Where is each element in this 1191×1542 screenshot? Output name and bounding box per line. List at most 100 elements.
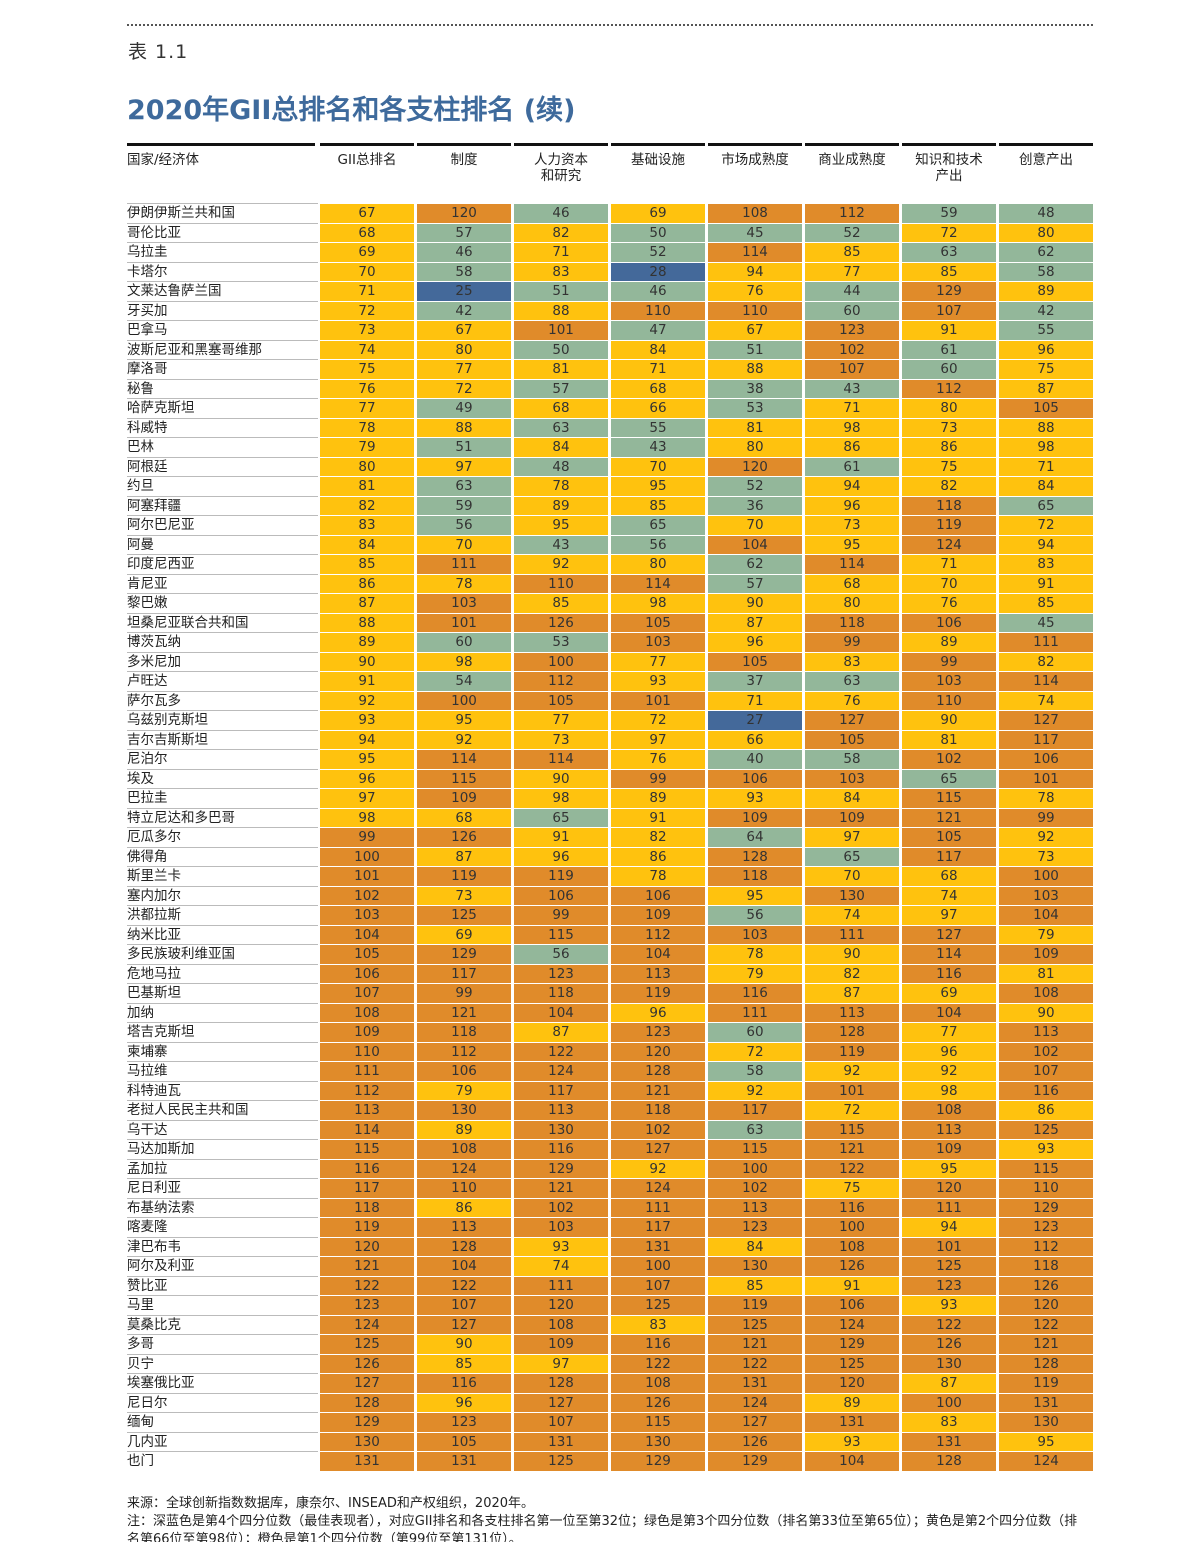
rank-cell: 119 [902,515,996,535]
rank-cell: 118 [514,983,608,1003]
ranking-table-body: 伊朗伊斯兰共和国 67 120 46 69 108 112 59 48 哥伦比亚 68 57 82 50 4… [127,203,1093,1471]
table-row: 贝宁 126 85 97 122 122 125 130 128 [127,1353,1093,1373]
rank-cell: 118 [708,866,802,886]
table-row: 莫桑比克 124 127 108 83 125 124 122 122 [127,1314,1093,1334]
rank-cell: 124 [611,1178,705,1198]
table-row: 孟加拉 116 124 129 92 100 122 95 115 [127,1158,1093,1179]
rank-cell: 102 [708,1178,802,1198]
rank-cell: 113 [417,1217,511,1237]
rank-cell: 55 [611,417,705,437]
country-name: 尼日尔 [127,1392,318,1413]
rank-cell: 126 [902,1334,996,1354]
rank-cell: 71 [999,456,1093,476]
rank-cell: 106 [999,749,1093,769]
rank-cell: 105 [611,612,705,632]
table-row: 布基纳法索 118 86 102 111 113 116 111 129 [127,1197,1093,1217]
rank-cell: 87 [708,612,802,632]
rank-cell: 56 [417,515,511,535]
color-note: 注：深蓝色是第4个四分位数（最佳表现者），对应GII排名和各支柱排名第一位至第3… [127,1514,1078,1529]
rank-cell: 50 [611,222,705,242]
rank-cell: 96 [514,846,608,866]
rank-cell: 25 [417,281,511,301]
rank-cell: 45 [999,612,1093,632]
country-name: 马达加斯加 [127,1139,318,1159]
rank-cell: 61 [805,456,899,476]
rank-cell: 52 [708,476,802,496]
country-name: 坦桑尼亚联合共和国 [127,612,318,633]
rank-cell: 89 [514,495,608,515]
rank-cell: 95 [417,710,511,730]
rank-cell: 92 [611,1158,705,1178]
rank-cell: 112 [417,1041,511,1061]
rank-cell: 129 [320,1412,414,1432]
rank-cell: 91 [999,573,1093,593]
rank-cell: 87 [999,378,1093,398]
rank-cell: 119 [514,866,608,886]
rank-cell: 82 [902,476,996,496]
country-name: 吉尔吉斯斯坦 [127,729,318,750]
table-title: 2020年GII总排名和各支柱排名 (续) [127,95,576,126]
rank-cell: 57 [708,573,802,593]
country-name: 多民族玻利维亚国 [127,944,318,964]
rank-cell: 108 [611,1373,705,1393]
source-note: 来源：全球创新指数数据库，康奈尔、INSEAD和产权组织，2020年。 [127,1496,535,1511]
rank-cell: 121 [805,1139,899,1159]
rank-cell: 116 [999,1080,1093,1100]
rank-cell: 78 [320,417,414,437]
country-name: 孟加拉 [127,1158,318,1179]
rank-cell: 95 [320,749,414,769]
rank-cell: 128 [708,846,802,866]
rank-cell: 125 [320,1334,414,1354]
rank-cell: 118 [611,1100,705,1120]
rank-cell: 103 [708,924,802,944]
rank-cell: 110 [611,300,705,320]
rank-cell: 100 [902,1392,996,1412]
country-name: 赞比亚 [127,1275,318,1296]
rank-cell: 89 [611,788,705,808]
rank-cell: 114 [708,242,802,262]
rank-cell: 71 [320,281,414,301]
rank-cell: 105 [902,827,996,847]
rank-cell: 127 [611,1139,705,1159]
rank-cell: 101 [417,612,511,632]
rank-cell: 127 [902,924,996,944]
rank-cell: 58 [417,261,511,281]
rank-cell: 98 [417,651,511,671]
rank-cell: 85 [902,261,996,281]
rank-cell: 65 [999,495,1093,515]
rank-cell: 82 [999,651,1093,671]
rank-cell: 77 [417,359,511,379]
country-name: 马拉维 [127,1061,318,1081]
rank-cell: 113 [708,1197,802,1217]
rank-cell: 104 [611,944,705,964]
rank-cell: 104 [805,1451,899,1471]
table-row: 伊朗伊斯兰共和国 67 120 46 69 108 112 59 48 [127,203,1093,223]
rank-cell: 107 [514,1412,608,1432]
rank-cell: 76 [320,378,414,398]
rank-cell: 108 [417,1139,511,1159]
rank-cell: 107 [999,1061,1093,1081]
rank-cell: 128 [417,1236,511,1256]
rank-cell: 116 [611,1334,705,1354]
rank-cell: 120 [902,1178,996,1198]
rank-cell: 104 [514,1002,608,1022]
rank-cell: 104 [902,1002,996,1022]
table-row: 波斯尼亚和黑塞哥维那 74 80 50 84 51 102 61 96 [127,339,1093,359]
rank-cell: 106 [708,768,802,788]
rank-cell: 130 [708,1256,802,1276]
rank-cell: 115 [514,924,608,944]
rank-cell: 122 [417,1275,511,1295]
rank-cell: 100 [999,866,1093,886]
rank-cell: 87 [514,1022,608,1042]
rank-cell: 65 [514,807,608,827]
rank-cell: 107 [902,300,996,320]
rank-cell: 111 [999,632,1093,652]
rank-cell: 120 [708,456,802,476]
rank-cell: 90 [708,593,802,613]
header-market-sophistication: 市场成熟度 [708,143,802,198]
table-row: 萨尔瓦多 92 100 105 101 71 76 110 74 [127,690,1093,710]
country-name: 特立尼达和多巴哥 [127,807,318,828]
rank-cell: 126 [514,612,608,632]
table-row: 文莱达鲁萨兰国 71 25 51 46 76 44 129 89 [127,281,1093,301]
